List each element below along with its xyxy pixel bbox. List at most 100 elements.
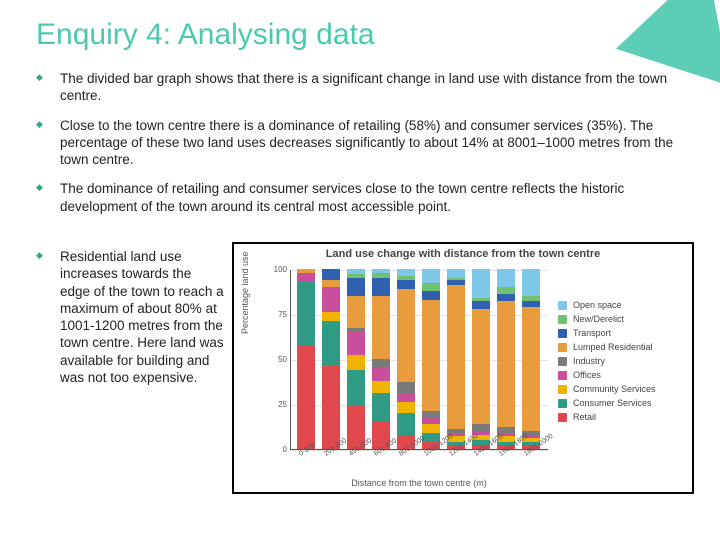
legend-swatch: [558, 357, 567, 366]
bar-segment: [472, 424, 490, 431]
bar-segment: [447, 285, 465, 429]
legend-swatch: [558, 315, 567, 324]
bar-segment: [497, 287, 515, 294]
bar-segment: [347, 355, 365, 369]
legend-item: Lumped Residential: [558, 342, 680, 352]
bar-segment: [497, 269, 515, 287]
bar-segment: [397, 413, 415, 435]
bar-segment: [372, 368, 390, 381]
bar-segment: [422, 411, 440, 418]
bar-segment: [522, 307, 540, 431]
legend-label: Offices: [573, 370, 601, 380]
bar-segment: [397, 402, 415, 413]
bar: [522, 269, 540, 449]
bullet-marker: ◆: [36, 250, 43, 261]
bar-segment: [497, 294, 515, 301]
bar-segment: [347, 332, 365, 355]
legend-item: Offices: [558, 370, 680, 380]
legend-label: Open space: [573, 300, 622, 310]
legend-label: Industry: [573, 356, 605, 366]
y-tick: 100: [263, 265, 287, 274]
y-tick: 0: [263, 445, 287, 454]
bar-segment: [297, 345, 315, 449]
legend-item: Retail: [558, 412, 680, 422]
slide-title: Enquiry 4: Analysing data: [36, 18, 375, 52]
bar-segment: [497, 301, 515, 427]
legend-swatch: [558, 329, 567, 338]
bar-segment: [522, 269, 540, 296]
chart-title: Land use change with distance from the t…: [234, 248, 692, 260]
legend-swatch: [558, 371, 567, 380]
bar-segment: [397, 269, 415, 276]
legend-item: Community Services: [558, 384, 680, 394]
bar: [347, 269, 365, 449]
y-axis-label: Percentage land use: [240, 251, 250, 334]
bar-segment: [297, 273, 315, 282]
bar-segment: [322, 280, 340, 287]
bar-segment: [447, 269, 465, 278]
chart-plot-area: 0255075100: [290, 270, 548, 450]
bar: [472, 269, 490, 449]
y-tick: 25: [263, 400, 287, 409]
bar-segment: [422, 291, 440, 300]
bar-segment: [347, 278, 365, 296]
y-tick: 50: [263, 355, 287, 364]
y-tick: 75: [263, 310, 287, 319]
x-axis-label: Distance from the town centre (m): [290, 478, 548, 488]
legend-item: Consumer Services: [558, 398, 680, 408]
bar-segment: [397, 280, 415, 289]
bar-segment: [347, 296, 365, 328]
bar: [422, 269, 440, 449]
bar-segment: [422, 424, 440, 433]
bar-segment: [422, 283, 440, 290]
bar-segment: [372, 278, 390, 296]
legend-swatch: [558, 301, 567, 310]
bar-segment: [422, 269, 440, 283]
legend-label: Transport: [573, 328, 611, 338]
legend-swatch: [558, 399, 567, 408]
legend-label: Retail: [573, 412, 596, 422]
legend-label: Community Services: [573, 384, 656, 394]
slide: Enquiry 4: Analysing data The divided ba…: [0, 0, 720, 540]
legend-item: New/Derelict: [558, 314, 680, 324]
bar-segment: [397, 289, 415, 383]
bar-segment: [397, 382, 415, 393]
bar-segment: [322, 366, 340, 449]
legend-label: Lumped Residential: [573, 342, 653, 352]
chart-legend: Open space New/Derelict Transport Lumped Re…: [558, 300, 680, 426]
bar: [497, 269, 515, 449]
bar-segment: [322, 312, 340, 321]
bar-segment: [472, 301, 490, 308]
legend-item: Open space: [558, 300, 680, 310]
bullet-list: The divided bar graph shows that there i…: [36, 70, 692, 227]
bar-segment: [472, 309, 490, 424]
bar: [397, 269, 415, 449]
legend-swatch: [558, 385, 567, 394]
bar-segment: [372, 393, 390, 422]
bullet-item: The dominance of retailing and consumer …: [36, 180, 692, 215]
legend-label: New/Derelict: [573, 314, 624, 324]
bar: [372, 269, 390, 449]
legend-item: Transport: [558, 328, 680, 338]
bar: [322, 269, 340, 449]
legend-item: Industry: [558, 356, 680, 366]
bar-segment: [372, 381, 390, 394]
bar-segment: [322, 321, 340, 366]
bar-segment: [322, 269, 340, 280]
chart-container: Land use change with distance from the t…: [232, 242, 694, 494]
bullet-item: Close to the town centre there is a domi…: [36, 117, 692, 169]
bar-segment: [422, 300, 440, 412]
bar: [297, 269, 315, 449]
legend-swatch: [558, 343, 567, 352]
legend-label: Consumer Services: [573, 398, 652, 408]
bar-segment: [372, 359, 390, 368]
legend-swatch: [558, 413, 567, 422]
bar-segment: [297, 282, 315, 345]
bar-segment: [347, 370, 365, 406]
bar-segment: [472, 269, 490, 298]
bar-segment: [322, 287, 340, 312]
bar-segment: [397, 393, 415, 402]
bar: [447, 269, 465, 449]
wrapped-bullet-text: Residential land use increases towards t…: [60, 248, 225, 386]
bullet-item: The divided bar graph shows that there i…: [36, 70, 692, 105]
